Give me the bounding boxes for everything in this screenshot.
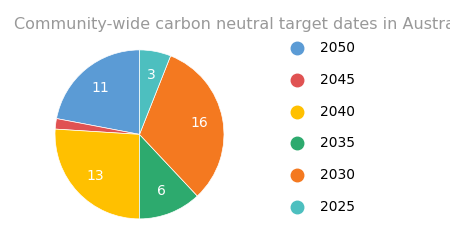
Text: 13: 13 bbox=[86, 169, 104, 183]
Wedge shape bbox=[140, 50, 171, 134]
Text: 6: 6 bbox=[158, 184, 166, 198]
Wedge shape bbox=[57, 50, 140, 134]
Wedge shape bbox=[55, 129, 140, 219]
Wedge shape bbox=[140, 134, 198, 219]
Text: 16: 16 bbox=[190, 116, 208, 130]
Text: 2035: 2035 bbox=[320, 136, 355, 150]
Text: Community-wide carbon neutral target dates in Australia: Community-wide carbon neutral target dat… bbox=[14, 17, 450, 32]
Text: 2045: 2045 bbox=[320, 73, 355, 87]
Text: 2050: 2050 bbox=[320, 42, 355, 55]
Wedge shape bbox=[140, 56, 224, 196]
Text: 2040: 2040 bbox=[320, 105, 355, 119]
Text: 2025: 2025 bbox=[320, 200, 355, 214]
Text: 2030: 2030 bbox=[320, 168, 355, 182]
Wedge shape bbox=[55, 119, 140, 134]
Text: 11: 11 bbox=[92, 81, 110, 95]
Text: 3: 3 bbox=[147, 68, 155, 82]
